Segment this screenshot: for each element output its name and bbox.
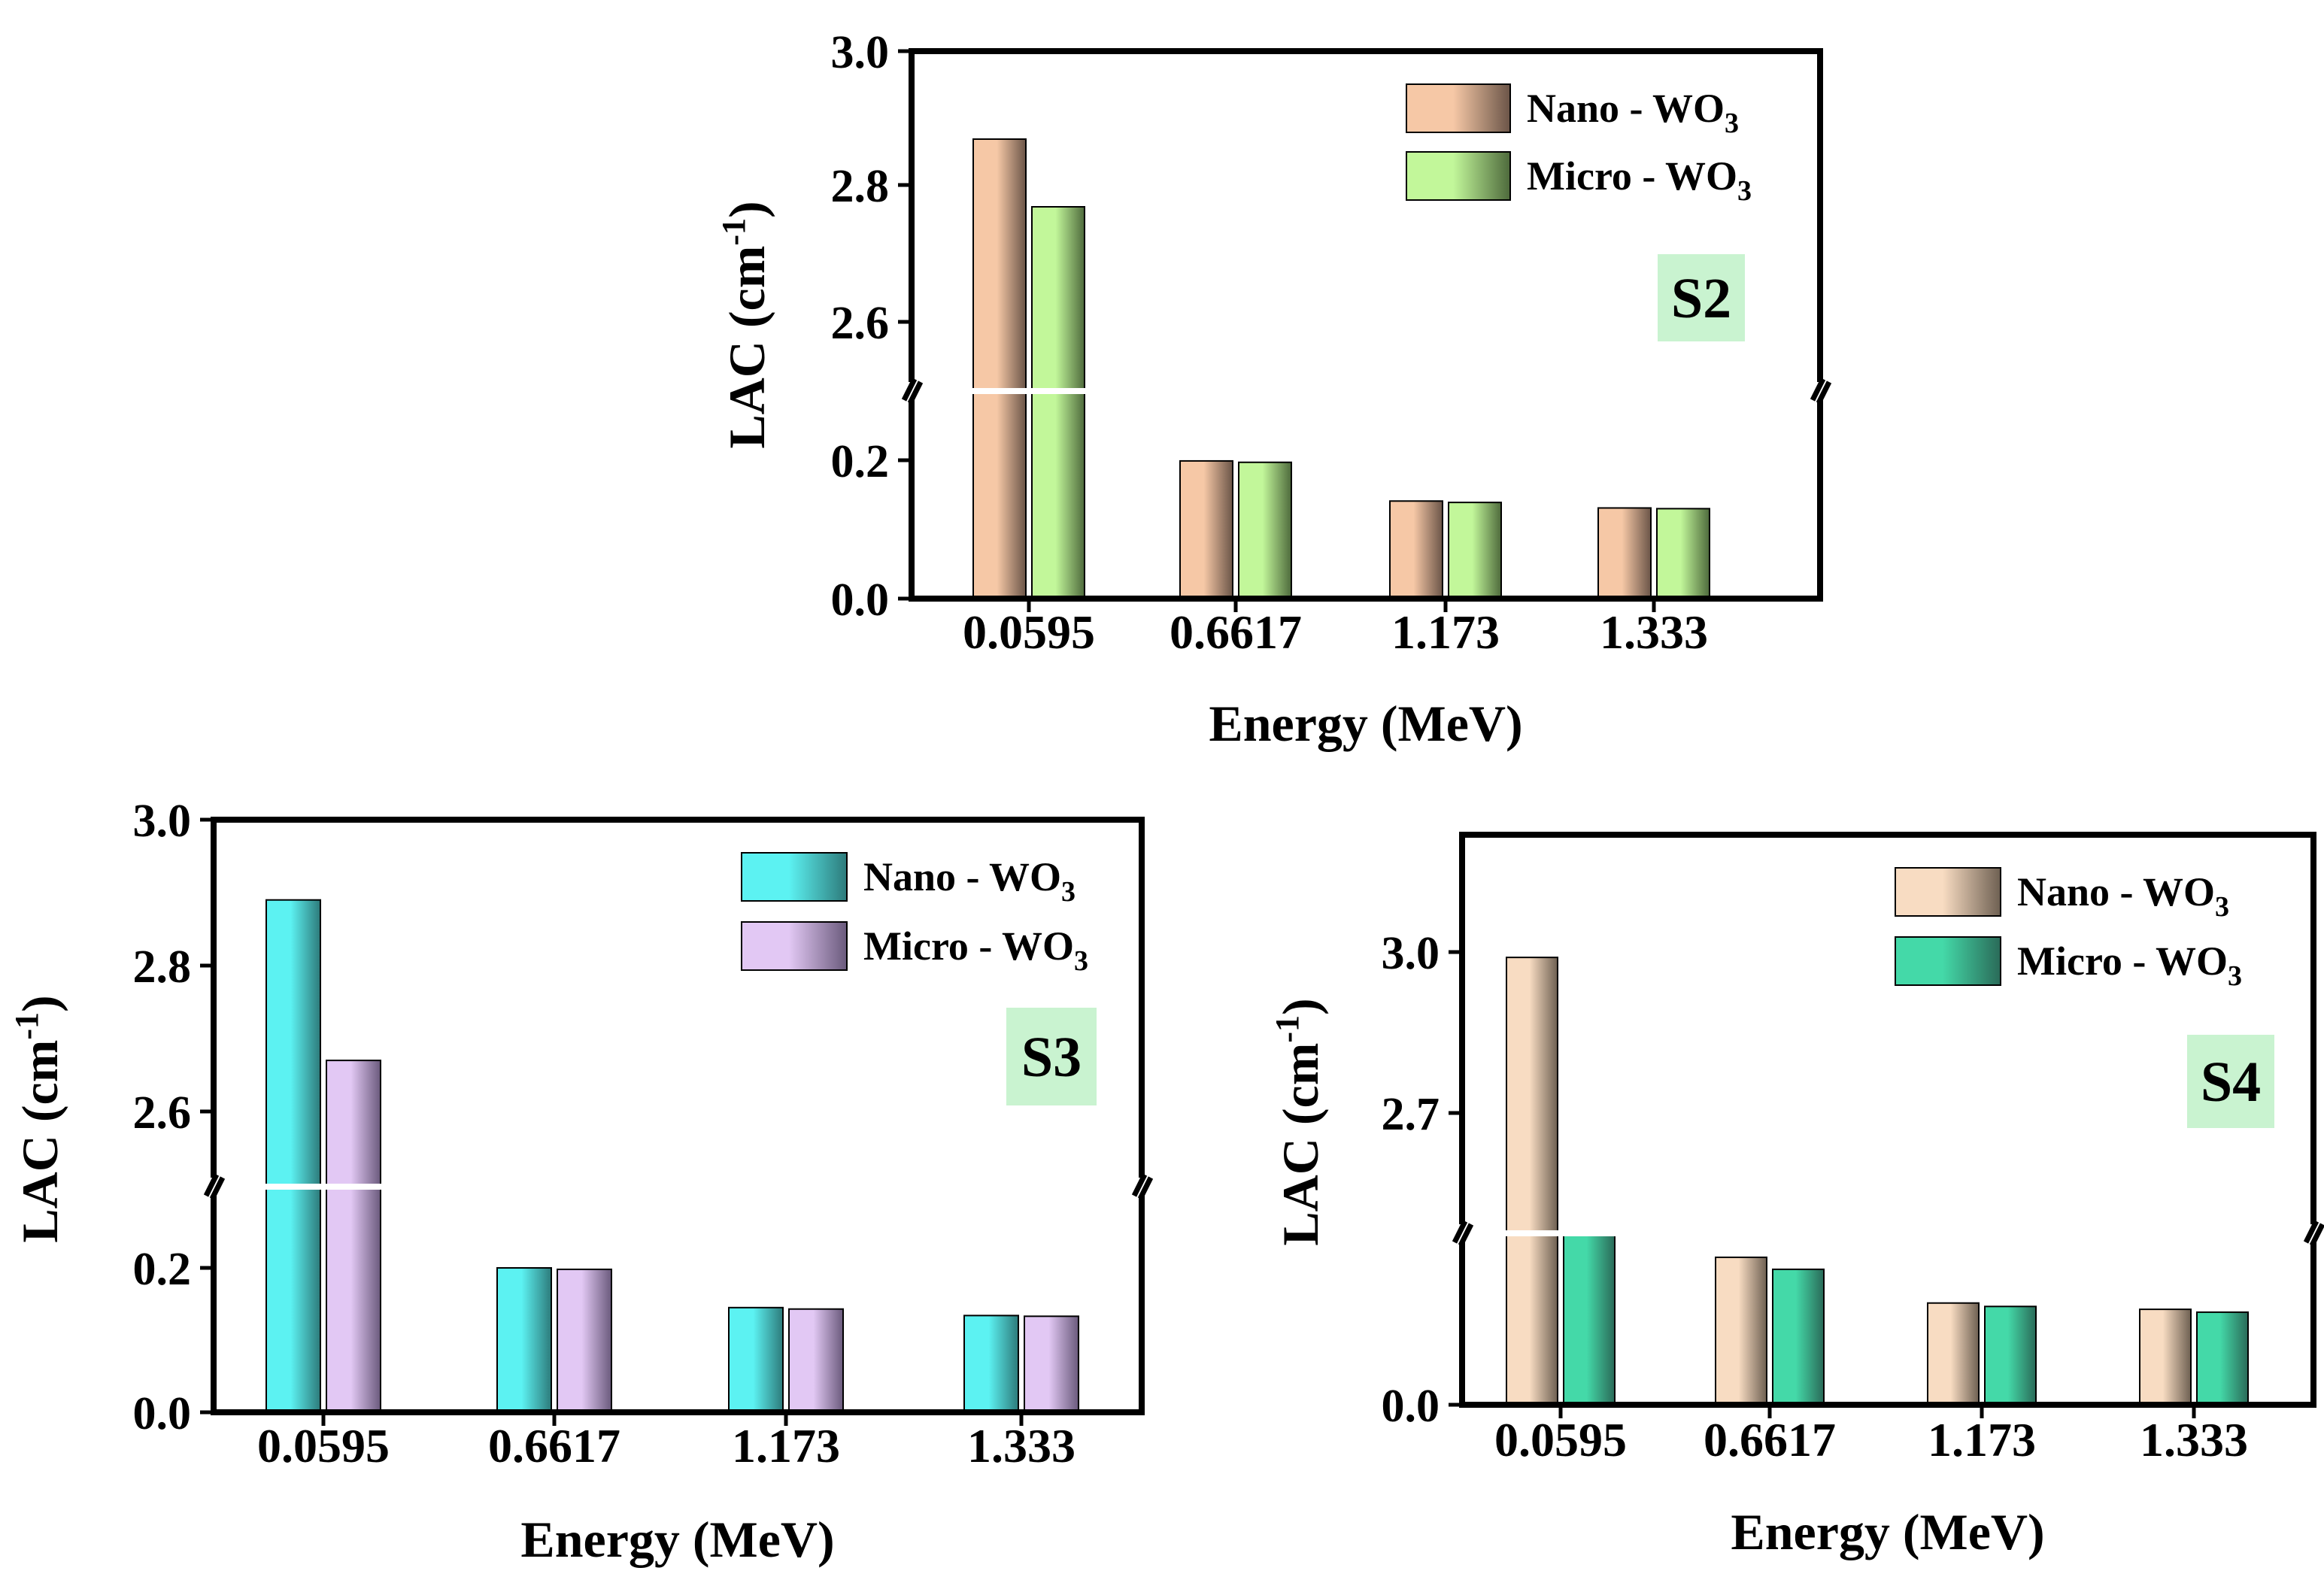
bar-micro-0.0595: [1031, 206, 1085, 599]
y-tick-label: 0.0: [1382, 1381, 1440, 1432]
y-axis-break-left: [203, 1173, 226, 1200]
y-axis-break-left: [1452, 1220, 1474, 1247]
legend-swatch-nano: [1406, 83, 1511, 133]
chart-panel-s2: 3.0 2.8 2.6 0.2 0.0 0.0595 0.6617 1.173 1.333 Ene…: [715, 27, 1832, 752]
x-tick-label: 1.333: [2140, 1413, 2248, 1466]
bar-micro-1.333: [1656, 508, 1710, 600]
y-axis-break-right: [1131, 1173, 1154, 1200]
x-tick-label: 0.0595: [1494, 1413, 1627, 1466]
y-axis-title: LAC (cm-1): [1269, 998, 1329, 1245]
bar-micro-1.333: [1024, 1315, 1079, 1413]
y-tick-label: 0.2: [133, 1244, 192, 1295]
bar-micro-1.173: [1984, 1305, 2037, 1406]
bar-nano-1.333: [2139, 1309, 2192, 1406]
legend: Nano - WO3 Micro - WO3: [1406, 83, 1752, 207]
legend: Nano - WO3 Micro - WO3: [741, 852, 1088, 977]
panel-badge-label: S3: [1021, 1026, 1082, 1089]
legend-swatch-nano: [741, 852, 848, 902]
bar-micro-0.6617: [1238, 461, 1292, 600]
legend-swatch-micro: [741, 921, 848, 971]
legend-swatch-micro: [1895, 936, 2001, 986]
legend-label-nano: Nano - WO3: [1527, 86, 1739, 139]
axis-break-gap: [1464, 1230, 2311, 1236]
bar-nano-1.173: [728, 1306, 784, 1414]
y-tick-label: 0.2: [831, 436, 890, 487]
bar-micro-0.0595: [326, 1060, 381, 1413]
bar-nano-1.333: [1597, 507, 1652, 599]
y-tick-label: 2.6: [133, 1087, 192, 1139]
panel-badge-bg: [1006, 1008, 1097, 1105]
x-axis-title: Energy (MeV): [520, 1511, 834, 1568]
bar-micro-0.6617: [557, 1268, 612, 1414]
bar-nano-1.333: [963, 1315, 1019, 1413]
y-tick-label: 2.7: [1382, 1089, 1440, 1140]
y-tick-label: 2.8: [831, 161, 890, 212]
y-tick-label: 0.0: [831, 575, 890, 626]
y-tick-label: 3.0: [831, 27, 890, 78]
bar-nano-0.0595: [1506, 957, 1558, 1406]
legend-swatch-micro: [1406, 151, 1511, 201]
legend-label-nano: Nano - WO3: [2017, 869, 2229, 923]
bar-micro-1.173: [1448, 502, 1502, 599]
y-axis-break-right: [2303, 1220, 2324, 1247]
x-axis-title: Energy (MeV): [1209, 695, 1522, 752]
bar-micro-1.333: [2196, 1311, 2249, 1406]
x-tick-label: 0.6617: [1704, 1413, 1836, 1466]
legend-label-micro: Micro - WO3: [1527, 153, 1752, 207]
legend: Nano - WO3 Micro - WO3: [1895, 867, 2242, 992]
bar-micro-0.0595: [1563, 1233, 1616, 1406]
legend-swatch-nano: [1895, 867, 2001, 917]
bar-nano-0.0595: [265, 899, 321, 1413]
x-tick-label: 1.333: [967, 1419, 1076, 1472]
x-tick-label: 1.333: [1600, 605, 1708, 659]
bar-nano-0.6617: [1715, 1256, 1767, 1406]
y-tick-label: 3.0: [133, 796, 192, 847]
x-axis-title: Energy (MeV): [1731, 1503, 2044, 1560]
panel-badge-bg: [1658, 254, 1745, 341]
bar-nano-0.6617: [496, 1267, 552, 1413]
y-tick-label: 0.0: [133, 1388, 192, 1439]
x-tick-label: 0.6617: [1170, 605, 1302, 659]
x-tick-label: 1.173: [732, 1419, 840, 1472]
y-tick-label: 3.0: [1382, 928, 1440, 979]
bar-nano-0.0595: [972, 138, 1027, 599]
x-tick-label: 0.0595: [257, 1419, 390, 1472]
y-axis-break-right: [1810, 378, 1832, 405]
chart-panel-s4: 3.0 2.7 0.0 0.0595 0.6617 1.173 1.333 Energy (M…: [1269, 832, 2324, 1560]
bar-nano-0.6617: [1179, 459, 1233, 599]
legend-label-micro: Micro - WO3: [863, 923, 1088, 977]
y-axis-title: LAC (cm-1): [8, 995, 68, 1242]
bar-nano-1.173: [1389, 500, 1443, 600]
panel-badge-bg: [2187, 1035, 2274, 1128]
bar-nano-1.173: [1927, 1302, 1980, 1406]
y-axis-break-left: [901, 378, 924, 405]
axis-break-gap: [914, 388, 1818, 394]
bars: [972, 138, 1710, 600]
panel-badge-label: S4: [2201, 1051, 2261, 1114]
panel-badge-label: S2: [1671, 267, 1731, 330]
y-tick-label: 2.6: [831, 298, 890, 349]
x-tick-label: 1.173: [1391, 605, 1500, 659]
chart-panel-s3: 3.0 2.8 2.6 0.2 0.0 0.0595 0.6617 1.173 1.333 Ene…: [8, 796, 1154, 1568]
bars: [1506, 957, 2249, 1406]
x-tick-label: 1.173: [1928, 1413, 2036, 1466]
x-tick-label: 0.6617: [488, 1419, 620, 1472]
legend-label-nano: Nano - WO3: [863, 854, 1076, 908]
y-axis-title: LAC (cm-1): [715, 201, 775, 448]
bars: [265, 899, 1079, 1414]
axis-break-gap: [216, 1184, 1139, 1190]
bar-micro-0.6617: [1772, 1268, 1825, 1406]
x-tick-label: 0.0595: [963, 605, 1095, 659]
y-tick-label: 2.8: [133, 942, 192, 993]
legend-label-micro: Micro - WO3: [2017, 939, 2242, 992]
bar-micro-1.173: [788, 1308, 844, 1413]
